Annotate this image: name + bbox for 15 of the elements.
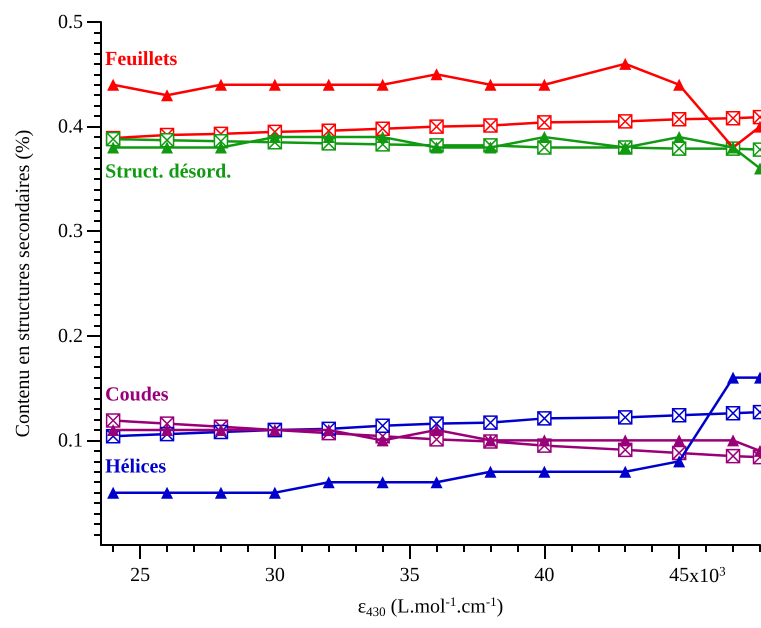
annotation: Feuillets bbox=[105, 48, 178, 70]
y-tick-label: 0.5 bbox=[58, 11, 83, 33]
y-axis-title: Contenu en structures secondaires (%) bbox=[12, 130, 34, 438]
x-tick-label: 25 bbox=[130, 564, 150, 586]
x-tick-label: 40 bbox=[534, 564, 554, 586]
y-tick-label: 0.3 bbox=[58, 220, 83, 242]
y-tick-label: 0.4 bbox=[58, 116, 83, 138]
y-tick-label: 0.2 bbox=[58, 324, 83, 347]
y-tick-label: 0.1 bbox=[58, 429, 83, 452]
x-tick-label: 30 bbox=[264, 564, 285, 586]
annotation: Coudes bbox=[105, 384, 169, 406]
x-tick-label: 45 bbox=[669, 564, 690, 586]
annotation: Hélices bbox=[105, 456, 166, 478]
annotation: Struct. désord. bbox=[105, 160, 232, 183]
x-tick-label: 35 bbox=[400, 564, 420, 586]
